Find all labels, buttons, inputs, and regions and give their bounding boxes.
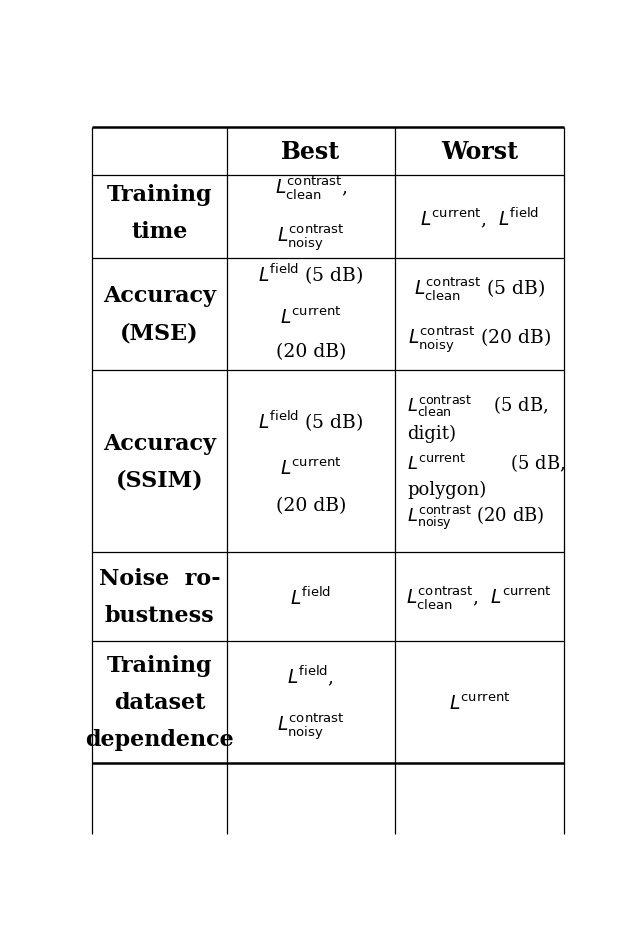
Text: Training
time: Training time (107, 184, 212, 243)
Text: Accuracy
(SSIM): Accuracy (SSIM) (103, 432, 216, 491)
Text: $L^{\rm current}$: $L^{\rm current}$ (449, 691, 510, 713)
Text: polygon): polygon) (407, 481, 486, 499)
Text: Best: Best (281, 140, 340, 164)
Text: $L_{\rm clean}^{\rm contrast}$,
$L_{\rm noisy}^{\rm contrast}$: $L_{\rm clean}^{\rm contrast}$, $L_{\rm … (275, 174, 347, 253)
Text: Noise  ro-
bustness: Noise ro- bustness (99, 567, 220, 626)
Text: Worst: Worst (441, 140, 518, 164)
Text: $L^{\rm field}$: $L^{\rm field}$ (291, 585, 332, 608)
Text: $L_{\rm clean}^{\rm contrast}$    (5 dB,: $L_{\rm clean}^{\rm contrast}$ (5 dB, (407, 393, 549, 419)
Text: $L^{\rm field}$,
$L_{\rm noisy}^{\rm contrast}$: $L^{\rm field}$, $L_{\rm noisy}^{\rm con… (277, 664, 344, 742)
Text: Accuracy
(MSE): Accuracy (MSE) (103, 285, 216, 345)
Text: digit): digit) (407, 425, 456, 443)
Text: $L_{\rm clean}^{\rm contrast}$,  $L^{\rm current}$: $L_{\rm clean}^{\rm contrast}$, $L^{\rm … (406, 584, 552, 610)
Text: $L^{\rm field}$ (5 dB)
$L^{\rm current}$
(20 dB): $L^{\rm field}$ (5 dB) $L^{\rm current}$… (258, 409, 364, 514)
Text: $L^{\rm field}$ (5 dB)
$L^{\rm current}$
(20 dB): $L^{\rm field}$ (5 dB) $L^{\rm current}$… (258, 262, 364, 361)
Text: $L^{\rm current}$        (5 dB,: $L^{\rm current}$ (5 dB, (407, 450, 566, 473)
Text: $L_{\rm clean}^{\rm contrast}$ (5 dB)
$L_{\rm noisy}^{\rm contrast}$ (20 dB): $L_{\rm clean}^{\rm contrast}$ (5 dB) $L… (408, 274, 551, 355)
Text: $L_{\rm noisy}^{\rm contrast}$ (20 dB): $L_{\rm noisy}^{\rm contrast}$ (20 dB) (407, 504, 545, 531)
Text: Training
dataset
dependence: Training dataset dependence (85, 654, 234, 750)
Text: $L^{\rm current}$,  $L^{\rm field}$: $L^{\rm current}$, $L^{\rm field}$ (420, 205, 539, 229)
